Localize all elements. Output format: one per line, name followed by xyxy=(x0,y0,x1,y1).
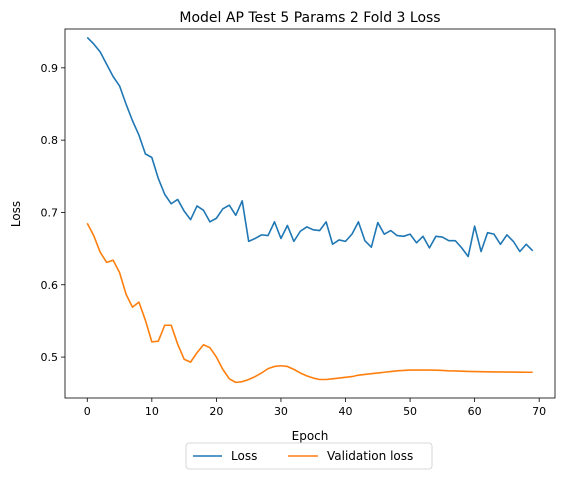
x-tick-label: 60 xyxy=(468,405,482,418)
legend-label-loss: Loss xyxy=(231,449,257,463)
x-tick-label: 50 xyxy=(403,405,417,418)
series-line-validation-loss xyxy=(86,222,533,384)
legend-label-validation-loss: Validation loss xyxy=(327,449,413,463)
x-tick-label: 0 xyxy=(84,405,91,418)
x-tick-label: 70 xyxy=(532,405,546,418)
x-tick-label: 10 xyxy=(145,405,159,418)
x-tick-label: 20 xyxy=(209,405,223,418)
x-axis-ticks: 0 10 20 30 40 50 60 70 xyxy=(84,398,546,418)
x-tick-label: 40 xyxy=(339,405,353,418)
y-tick-label: 0.7 xyxy=(41,206,59,219)
y-tick-label: 0.6 xyxy=(41,279,59,292)
series-line-loss xyxy=(86,36,534,258)
y-axis-label: Loss xyxy=(9,201,23,227)
y-tick-label: 0.5 xyxy=(41,351,59,364)
x-axis-label: Epoch xyxy=(292,429,329,443)
y-tick-label: 0.8 xyxy=(41,134,59,147)
chart-title: Model AP Test 5 Params 2 Fold 3 Loss xyxy=(179,10,440,26)
plot-frame xyxy=(64,28,556,399)
y-axis-ticks: 0.5 0.6 0.7 0.8 0.9 xyxy=(41,62,65,364)
x-tick-label: 30 xyxy=(274,405,288,418)
y-tick-label: 0.9 xyxy=(41,62,59,75)
legend: Loss Validation loss xyxy=(185,442,433,470)
plot-lines xyxy=(86,36,534,384)
